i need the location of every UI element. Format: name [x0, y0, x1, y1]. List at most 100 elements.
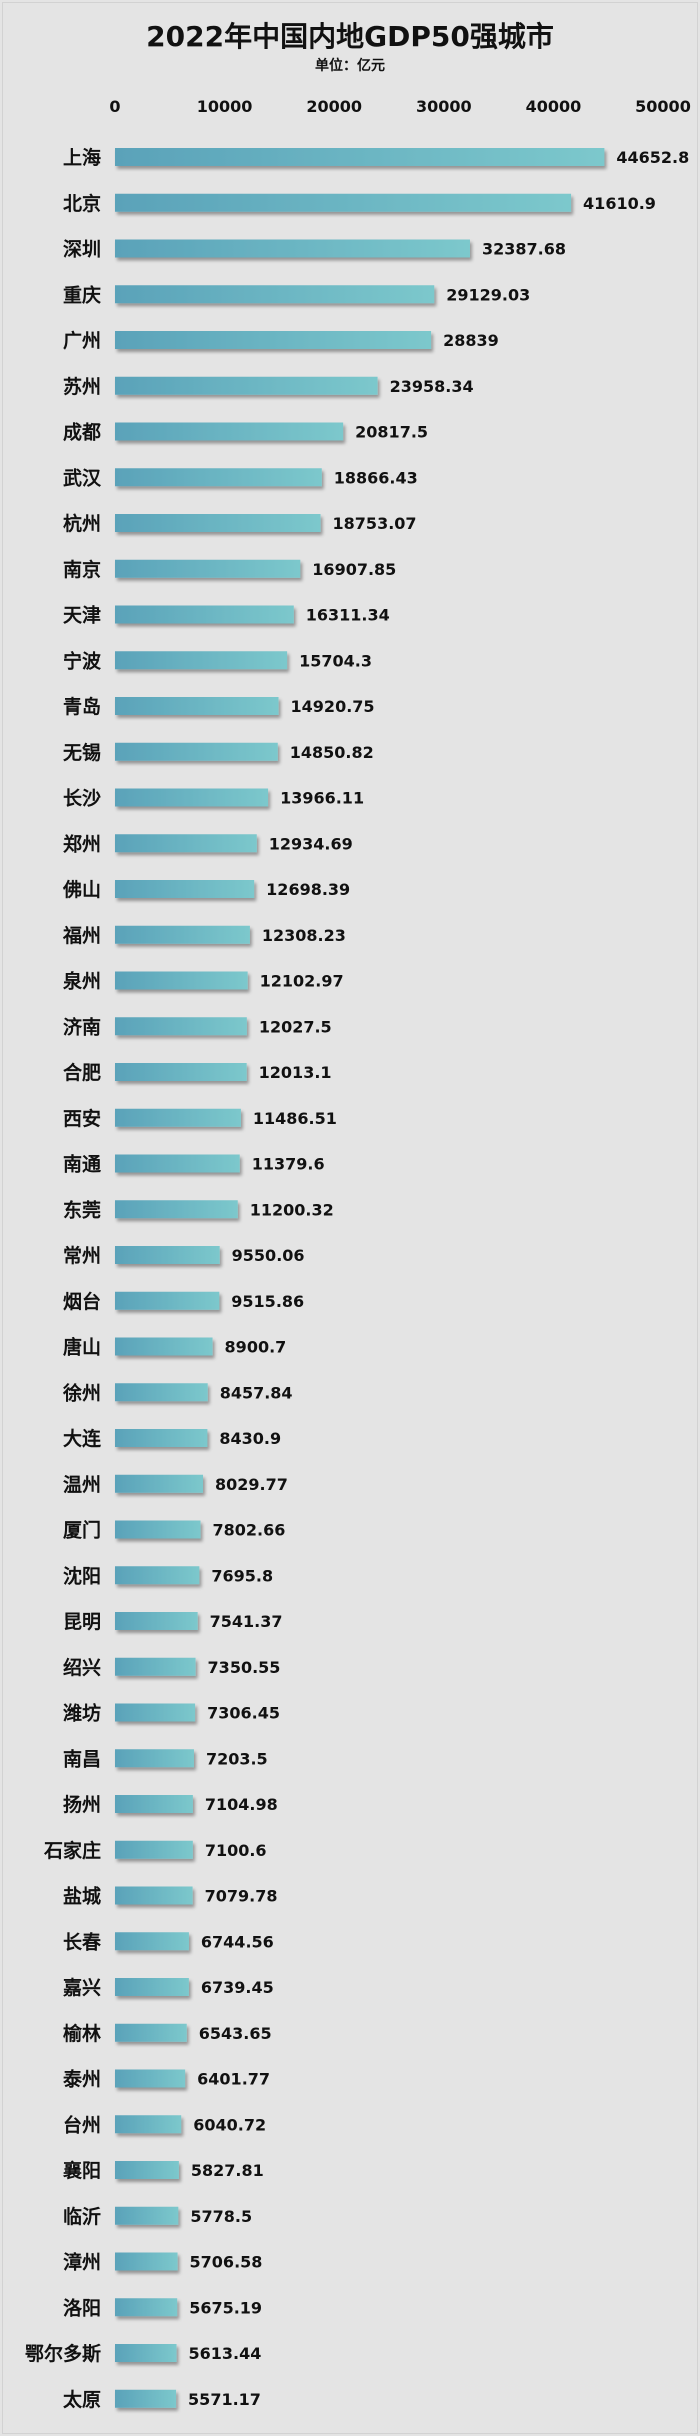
bar [115, 605, 294, 624]
category-label: 南京 [63, 558, 101, 581]
category-label: 武汉 [63, 467, 102, 489]
category-label: 重庆 [63, 283, 101, 306]
value-label: 15704.3 [299, 651, 372, 670]
value-label: 14850.82 [290, 743, 374, 762]
category-label: 天津 [63, 604, 101, 627]
bar [115, 2206, 179, 2225]
value-label: 7079.78 [205, 1887, 278, 1906]
value-label: 14920.75 [291, 697, 375, 716]
bar [115, 834, 257, 853]
category-label: 石家庄 [43, 1839, 101, 1862]
category-label: 温州 [63, 1474, 101, 1496]
bar [115, 2161, 179, 2179]
category-label: 昆明 [63, 1611, 101, 1633]
category-label: 西安 [63, 1107, 101, 1130]
bar [115, 2298, 178, 2317]
category-label: 济南 [63, 1015, 101, 1038]
value-label: 6744.56 [201, 1932, 274, 1951]
bar [115, 1566, 200, 1585]
category-label: 盐城 [63, 1885, 101, 1908]
category-label: 烟台 [63, 1290, 101, 1313]
category-label: 榆林 [63, 2022, 101, 2045]
bar [115, 239, 470, 258]
bar [115, 514, 321, 532]
x-tick-label: 30000 [416, 97, 472, 116]
category-label: 合肥 [63, 1061, 101, 1084]
x-tick-label: 0 [109, 97, 120, 116]
bar [115, 742, 278, 761]
bar [115, 1108, 241, 1127]
category-label: 潍坊 [62, 1702, 101, 1725]
bar [115, 376, 378, 395]
bar [115, 1657, 196, 1676]
value-label: 11379.6 [252, 1155, 325, 1174]
bar [115, 1337, 213, 1356]
value-label: 11200.32 [250, 1200, 334, 1219]
bar [115, 788, 269, 807]
value-label: 6543.65 [199, 2024, 272, 2043]
x-tick-label: 40000 [526, 97, 582, 116]
value-label: 44652.8 [616, 148, 689, 167]
value-label: 29129.03 [446, 285, 530, 304]
bar [115, 1383, 208, 1402]
category-label: 沈阳 [63, 1564, 101, 1587]
value-label: 23958.34 [390, 377, 474, 396]
value-label: 18866.43 [334, 468, 418, 487]
category-label: 上海 [63, 146, 101, 169]
value-label: 18753.07 [333, 514, 417, 533]
category-label: 唐山 [63, 1336, 101, 1359]
value-label: 11486.51 [253, 1109, 337, 1128]
value-label: 8457.84 [220, 1383, 293, 1402]
value-label: 12934.69 [269, 834, 353, 853]
bar [115, 2252, 178, 2271]
bar [115, 2344, 177, 2362]
x-tick-label: 50000 [635, 97, 691, 116]
category-label: 郑州 [63, 833, 101, 855]
x-tick-label: 10000 [197, 97, 253, 116]
bar [115, 1063, 247, 1081]
value-label: 7306.45 [207, 1704, 280, 1723]
category-label: 泉州 [62, 970, 101, 993]
value-label: 5706.58 [190, 2253, 263, 2272]
category-label: 鄂尔多斯 [25, 2342, 101, 2365]
value-label: 7695.8 [211, 1566, 273, 1585]
value-label: 12013.1 [259, 1063, 332, 1082]
bar [115, 651, 288, 670]
category-label: 嘉兴 [62, 1977, 101, 1999]
value-label: 12698.39 [266, 880, 350, 899]
bar [115, 1840, 193, 1859]
bar [115, 925, 250, 944]
bar [115, 422, 344, 441]
value-label: 7802.66 [213, 1521, 286, 1540]
value-label: 8029.77 [215, 1475, 288, 1494]
category-label: 深圳 [63, 238, 101, 261]
bar [115, 1017, 247, 1036]
category-label: 大连 [63, 1427, 102, 1450]
bar [115, 1291, 220, 1310]
value-label: 5827.81 [191, 2161, 264, 2180]
bar [115, 880, 255, 898]
category-label: 佛山 [62, 878, 101, 901]
category-label: 东莞 [63, 1198, 101, 1221]
category-label: 北京 [63, 192, 101, 215]
x-tick-label: 20000 [306, 97, 362, 116]
value-label: 7541.37 [210, 1612, 283, 1631]
value-label: 12102.97 [260, 972, 344, 991]
value-label: 9550.06 [232, 1246, 305, 1265]
value-label: 16907.85 [312, 560, 396, 579]
bar [115, 697, 279, 715]
value-label: 16311.34 [306, 606, 390, 625]
bar [115, 331, 432, 349]
value-label: 8430.9 [219, 1429, 281, 1448]
value-label: 7100.6 [205, 1841, 267, 1860]
bar [115, 1246, 220, 1264]
x-axis: 0 10000 20000 30000 40000 50000 [109, 97, 690, 116]
value-label: 7104.98 [205, 1795, 278, 1814]
bar [115, 971, 248, 990]
category-label: 福州 [62, 924, 101, 947]
category-label: 太原 [63, 2388, 101, 2411]
bar [115, 1474, 204, 1493]
bar [115, 2115, 182, 2134]
value-label: 6739.45 [201, 1978, 274, 1997]
